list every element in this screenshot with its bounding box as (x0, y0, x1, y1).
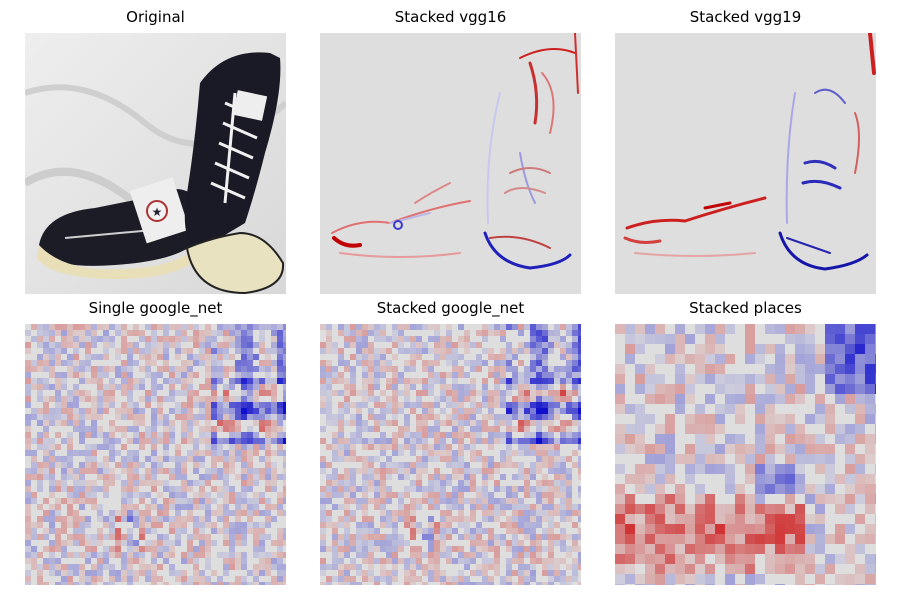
original-photo: ★ (25, 33, 286, 294)
panel-title: Stacked places (689, 299, 802, 317)
panel-title: Stacked google_net (376, 299, 525, 317)
svg-text:★: ★ (152, 205, 163, 219)
saliency-map-vgg19 (615, 33, 876, 294)
panel-title: Stacked vgg19 (689, 8, 802, 26)
panel-title: Single google_net (88, 299, 223, 317)
panel-title: Original (126, 8, 185, 26)
saliency-map-vgg16 (320, 33, 581, 294)
panel-title: Stacked vgg16 (394, 8, 507, 26)
saliency-map-stacked-google-net (320, 324, 581, 585)
saliency-map-single-google-net (25, 324, 286, 585)
saliency-map-stacked-places (615, 324, 876, 585)
